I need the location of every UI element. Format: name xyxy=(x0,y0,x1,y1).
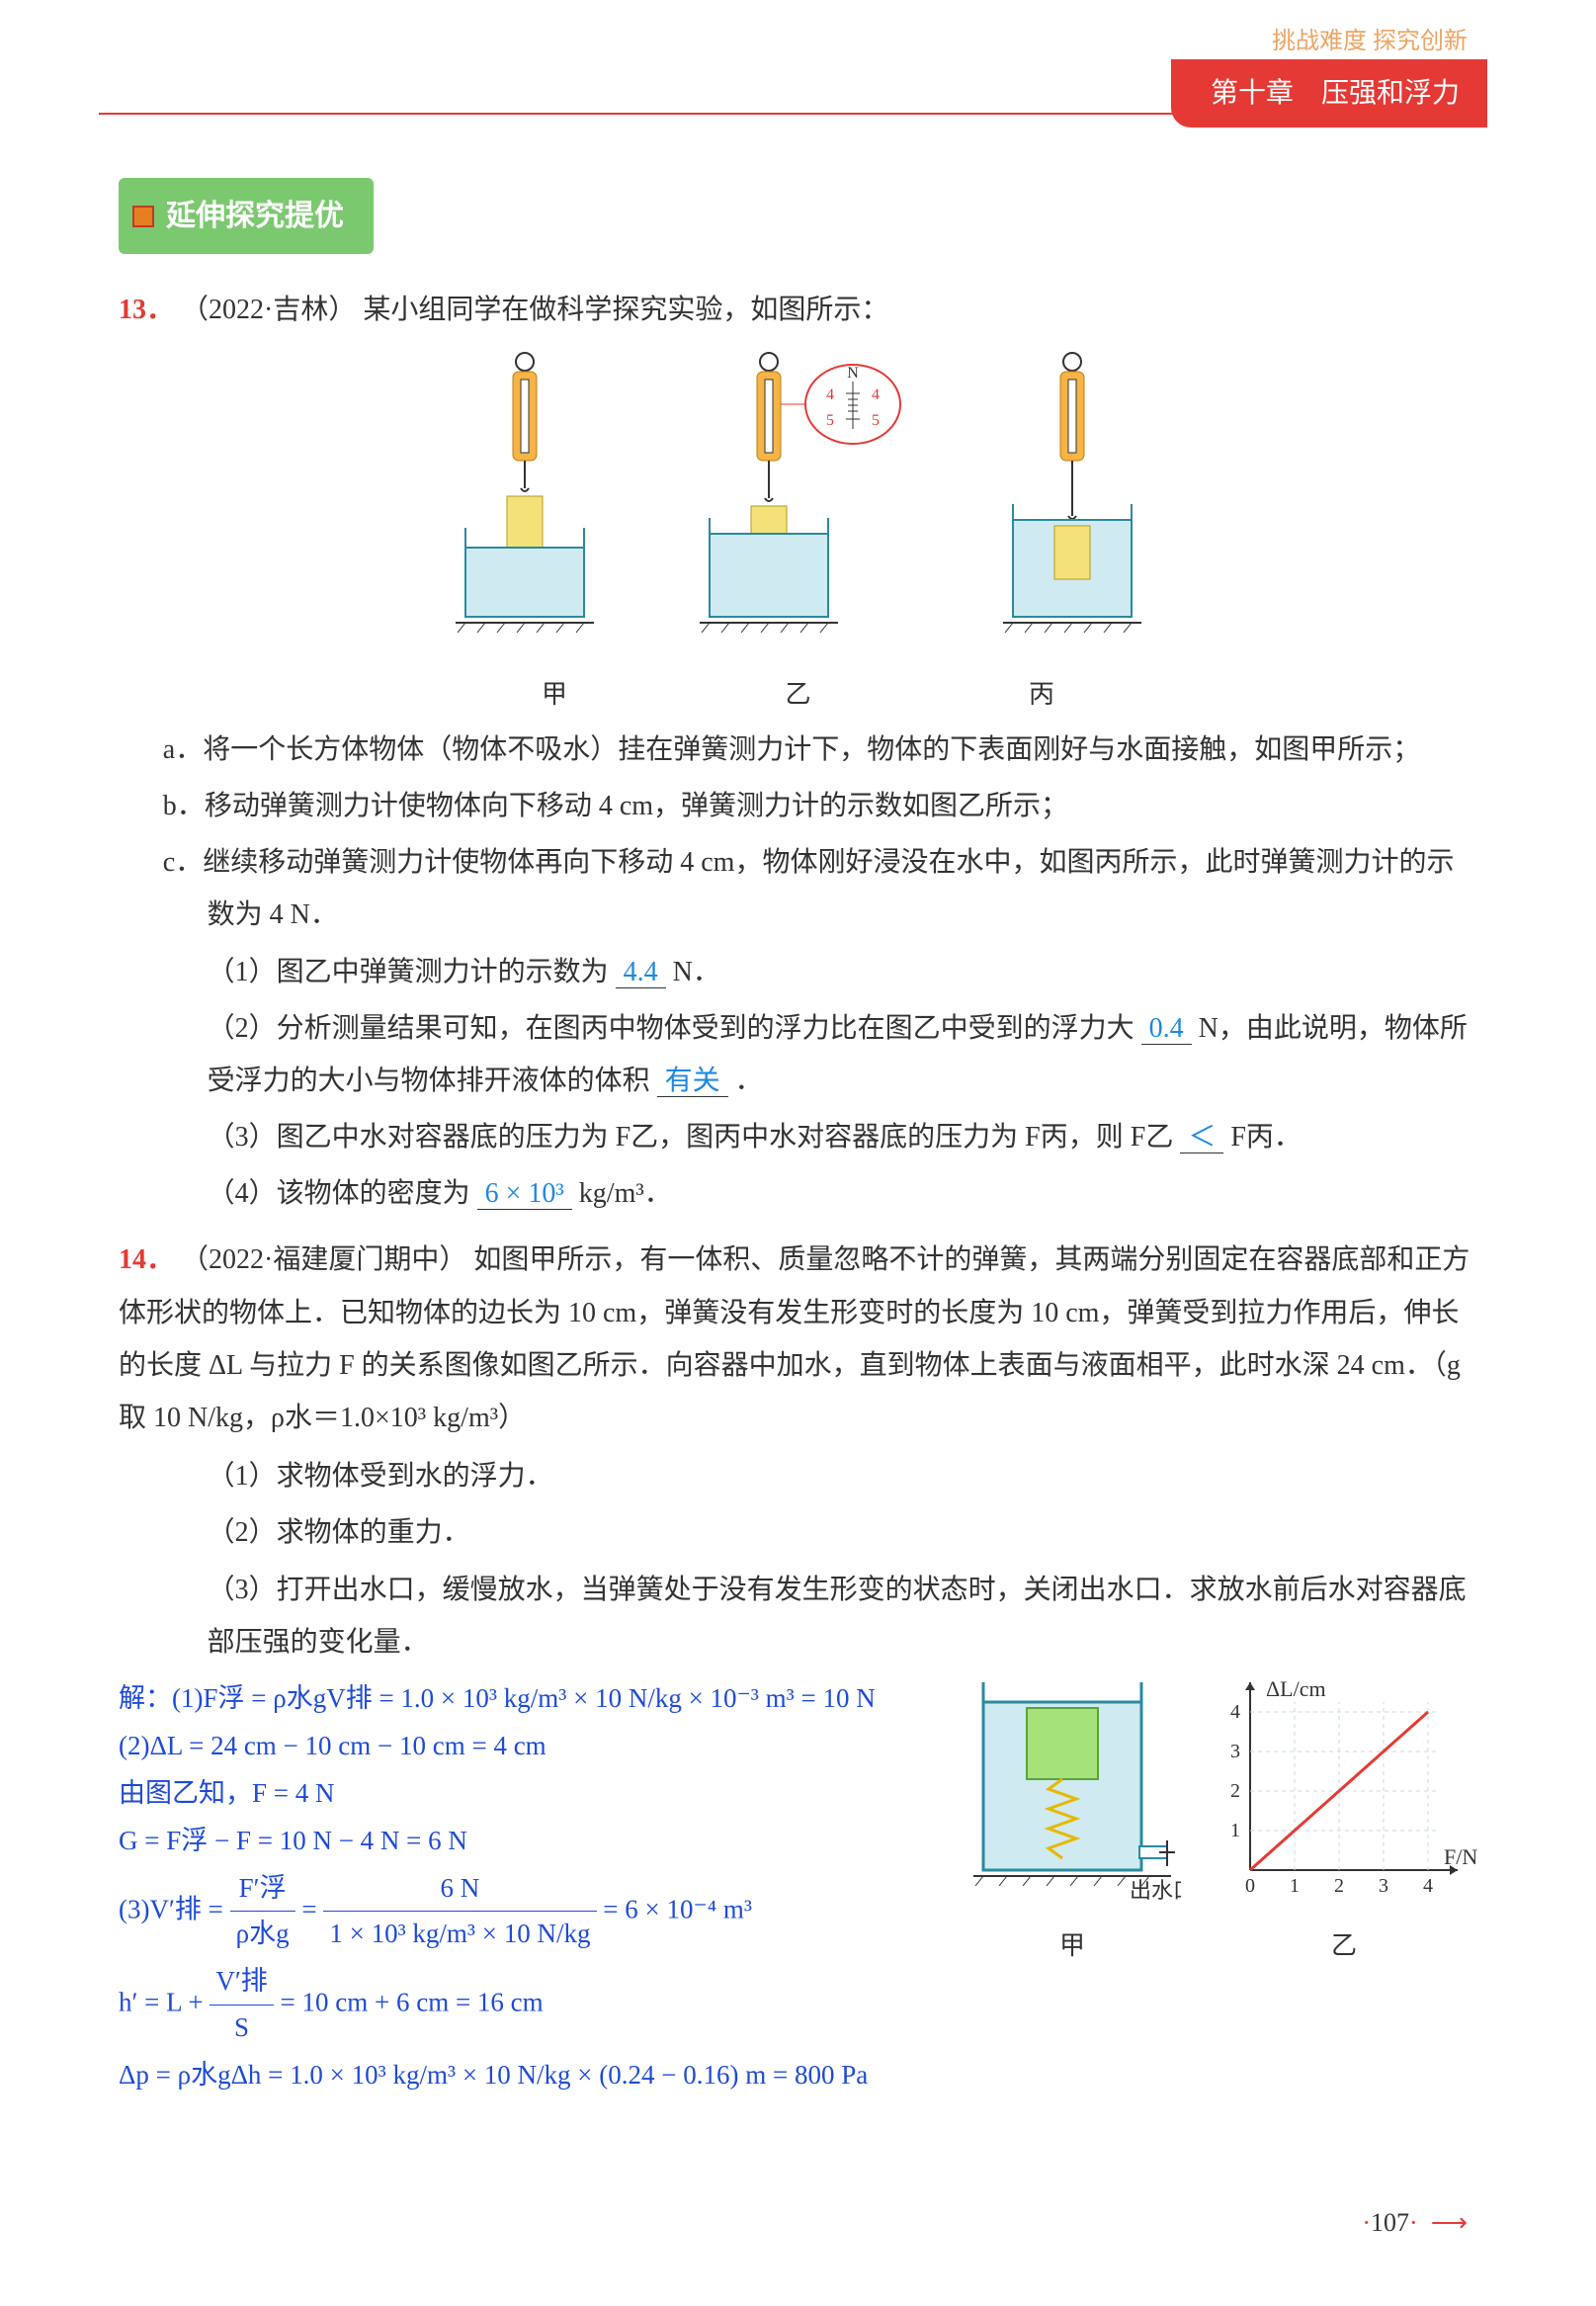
q13-fig-yi: N 4 4 5 5 xyxy=(680,350,917,646)
fig-label-jia: 甲 xyxy=(446,670,663,719)
q14-stem: 14． （2022·福建厦门期中） 如图甲所示，有一体积、质量忽略不计的弹簧，其… xyxy=(119,1234,1477,1444)
badge-square-icon xyxy=(132,206,154,227)
q13-source: （2022·吉林） xyxy=(181,295,356,325)
q13-stem: 13． （2022·吉林） 某小组同学在做科学探究实验，如图所示： xyxy=(119,284,1477,336)
svg-text:2: 2 xyxy=(1230,1780,1240,1802)
chapter-tab: 第十章 压强和浮力 xyxy=(1171,59,1487,128)
sol-7: Δp = ρ水gΔh = 1.0 × 10³ kg/m³ × 10 N/kg ×… xyxy=(119,2053,944,2098)
svg-text:1: 1 xyxy=(1290,1875,1300,1897)
fig-label-bing: 丙 xyxy=(933,670,1150,719)
q13-fig-labels: 甲 乙 丙 xyxy=(119,670,1477,719)
q13-p4: （4）该物体的密度为 6 × 10³ kg/m³． xyxy=(119,1167,1477,1220)
section-subtitle: 挑战难度 探究创新 xyxy=(1272,20,1468,65)
sol-5: (3)V′排 = F′浮ρ水g = 6 N1 × 10³ kg/m³ × 10 … xyxy=(119,1866,944,1958)
q13-b: b．移动弹簧测力计使物体向下移动 4 cm，弹簧测力计的示数如图乙所示； xyxy=(119,780,1477,832)
q14-source: （2022·福建厦门期中） xyxy=(181,1244,466,1275)
svg-text:3: 3 xyxy=(1230,1741,1240,1762)
q14-graph: 0 1 2 3 4 1 2 3 4 ΔL/cm F/N xyxy=(1211,1672,1477,1900)
fig-label-yi: 乙 xyxy=(670,670,927,719)
q13-fig-bing xyxy=(983,350,1161,646)
q13-figures: N 4 4 5 5 xyxy=(119,350,1477,664)
svg-text:ΔL/cm: ΔL/cm xyxy=(1266,1676,1326,1701)
svg-text:4: 4 xyxy=(1230,1701,1240,1723)
q14-p1: （1）求物体受到水的浮力． xyxy=(119,1450,1477,1502)
sol-6: h′ = L + V′排S = 10 cm + 6 cm = 16 cm xyxy=(119,1959,944,2051)
q13-stem-text: 某小组同学在做科学探究实验，如图所示： xyxy=(363,295,888,325)
answer-q13-3: ＜ xyxy=(1180,1122,1223,1153)
svg-text:0: 0 xyxy=(1245,1875,1255,1897)
q14-fig-jia-wrap: 出水口 甲 xyxy=(964,1672,1181,1971)
sol-3: 由图乙知，F = 4 N xyxy=(119,1771,944,1817)
sol-2: (2)ΔL = 24 cm − 10 cm − 10 cm = 4 cm xyxy=(119,1724,944,1769)
q13-c: c．继续移动弹簧测力计使物体再向下移动 4 cm，物体刚好浸没在水中，如图丙所示… xyxy=(119,836,1477,941)
section-badge: 延伸探究提优 xyxy=(119,178,374,254)
sol-4: G = F浮 − F = 10 N − 4 N = 6 N xyxy=(119,1819,944,1864)
svg-text:5: 5 xyxy=(826,412,834,429)
q13-p3: （3）图乙中水对容器底的压力为 F乙，图丙中水对容器底的压力为 F丙，则 F乙 … xyxy=(119,1111,1477,1163)
q14-p3: （3）打开出水口，缓慢放水，当弹簧处于没有发生形变的状态时，关闭出水口．求放水前… xyxy=(119,1564,1477,1668)
sol-1: 解：(1)F浮 = ρ水gV排 = 1.0 × 10³ kg/m³ × 10 N… xyxy=(119,1676,944,1722)
answer-q13-2b: 有关 xyxy=(657,1066,728,1097)
top-rule xyxy=(99,113,1487,115)
svg-text:F/N: F/N xyxy=(1444,1844,1477,1869)
q14-number: 14． xyxy=(119,1244,174,1275)
q13-p1: （1）图乙中弹簧测力计的示数为 4.4 N． xyxy=(119,946,1477,998)
q14-label-yi: 乙 xyxy=(1211,1922,1477,1970)
answer-q13-2a: 0.4 xyxy=(1141,1013,1192,1045)
svg-text:3: 3 xyxy=(1379,1875,1388,1897)
q14-fig-yi-wrap: 0 1 2 3 4 1 2 3 4 ΔL/cm F/N 乙 xyxy=(1211,1672,1477,1971)
svg-text:4: 4 xyxy=(1423,1875,1433,1897)
svg-text:N: N xyxy=(847,365,859,382)
q13-fig-jia xyxy=(436,350,614,646)
answer-q13-1: 4.4 xyxy=(616,957,666,988)
page-number: ·107· ⟶ xyxy=(1362,2198,1468,2247)
q13-number: 13． xyxy=(119,295,174,325)
svg-text:5: 5 xyxy=(872,412,880,429)
q13-a: a．将一个长方体物体（物体不吸水）挂在弹簧测力计下，物体的下表面刚好与水面接触，… xyxy=(119,724,1477,776)
q14-fig-jia: 出水口 xyxy=(964,1672,1181,1900)
q14-p2: （2）求物体的重力． xyxy=(119,1506,1477,1559)
answer-q13-4: 6 × 10³ xyxy=(477,1178,572,1210)
svg-text:出水口: 出水口 xyxy=(1130,1878,1181,1900)
q14-label-jia: 甲 xyxy=(964,1922,1181,1970)
q13-p2: （2）分析测量结果可知，在图丙中物体受到的浮力比在图乙中受到的浮力大 0.4 N… xyxy=(119,1002,1477,1107)
svg-text:1: 1 xyxy=(1230,1820,1240,1841)
svg-text:2: 2 xyxy=(1334,1875,1344,1897)
content: 13． （2022·吉林） 某小组同学在做科学探究实验，如图所示： xyxy=(119,284,1477,2100)
svg-text:4: 4 xyxy=(872,386,880,403)
svg-text:4: 4 xyxy=(826,386,834,403)
q14-solution: 解：(1)F浮 = ρ水gV排 = 1.0 × 10³ kg/m³ × 10 N… xyxy=(119,1676,944,2098)
section-title: 延伸探究提优 xyxy=(166,188,344,244)
